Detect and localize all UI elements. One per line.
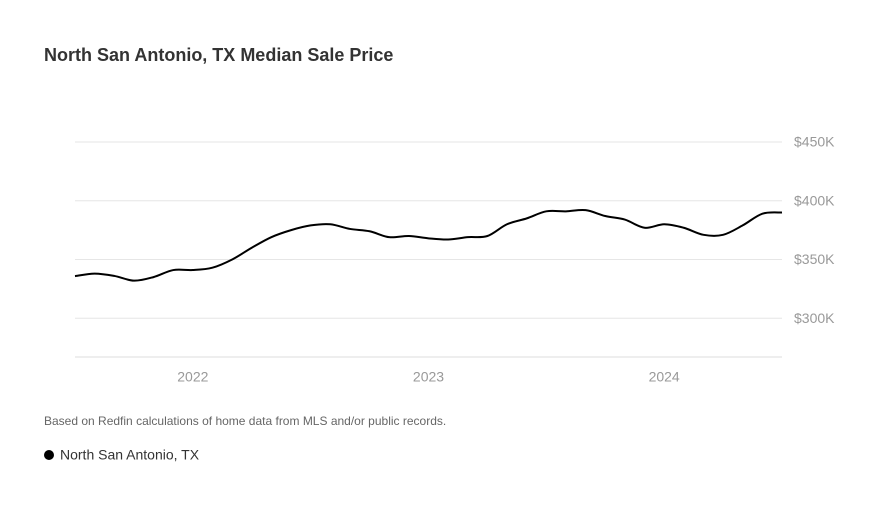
y-tick-label: $400K bbox=[794, 192, 835, 208]
legend-marker bbox=[44, 450, 54, 460]
note: Based on Redfin calculations of home dat… bbox=[44, 414, 446, 428]
x-tick-label: 2024 bbox=[649, 369, 680, 385]
series-line bbox=[74, 208, 783, 282]
legend-label: North San Antonio, TX bbox=[60, 447, 200, 463]
x-tick-label: 2022 bbox=[177, 369, 208, 385]
y-tick-label: $300K bbox=[794, 310, 835, 326]
x-tick-label: 2023 bbox=[413, 369, 444, 385]
chart-title: North San Antonio, TX Median Sale Price bbox=[44, 45, 393, 65]
y-tick-label: $450K bbox=[794, 134, 835, 150]
y-tick-label: $350K bbox=[794, 251, 835, 267]
